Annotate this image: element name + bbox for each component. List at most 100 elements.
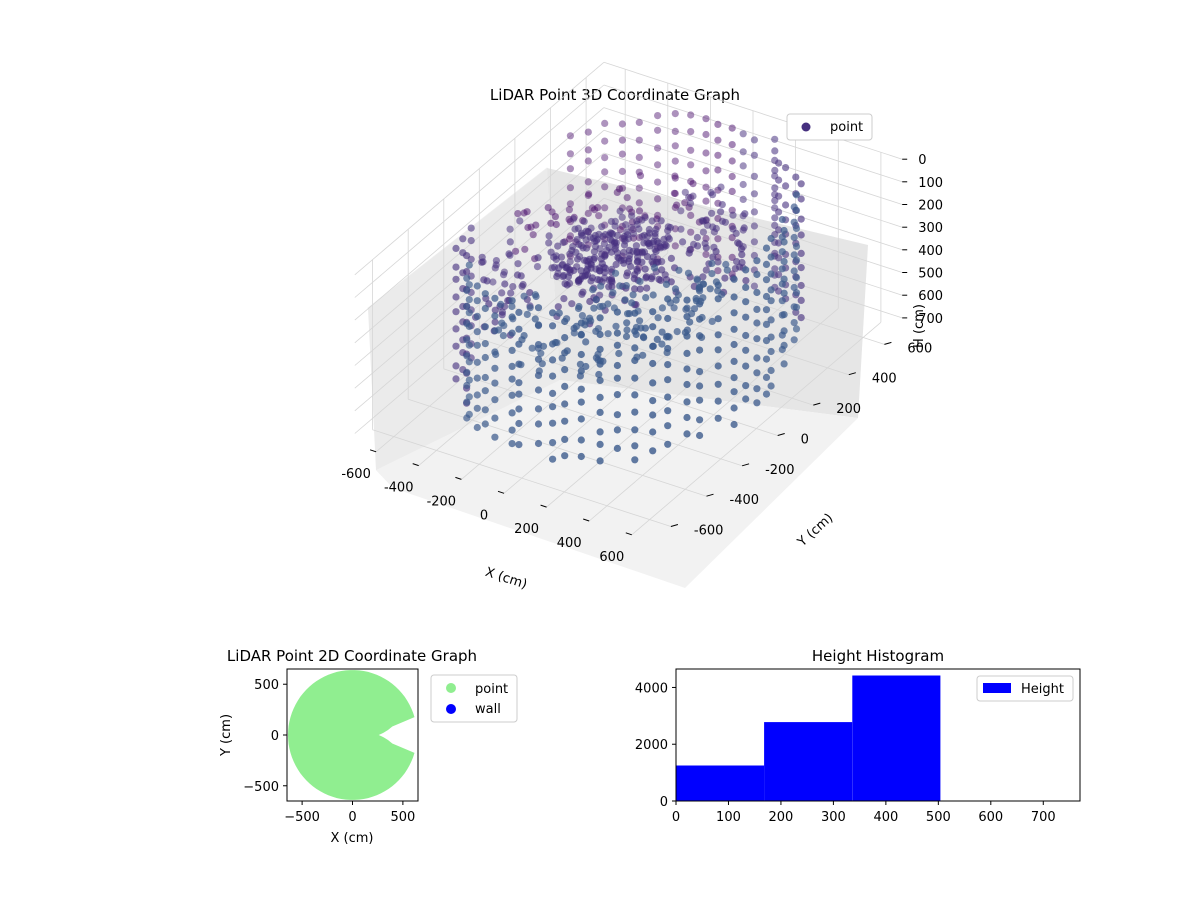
point-3d — [631, 374, 639, 382]
point-3d — [797, 231, 805, 239]
z-tick-label-3d: 100 — [918, 176, 943, 191]
y-tick-label-3d: 0 — [801, 432, 809, 447]
point-3d — [706, 285, 714, 293]
point-3d — [630, 275, 638, 283]
point-3d — [651, 264, 659, 272]
point-3d — [780, 238, 788, 246]
point-3d — [636, 285, 644, 293]
point-3d — [508, 329, 516, 337]
point-3d — [730, 340, 738, 349]
point-3d — [664, 344, 672, 353]
point-3d — [515, 419, 523, 428]
point-3d — [728, 157, 736, 165]
y-ticks-2d: −500 0 500 — [243, 678, 287, 795]
point-3d — [618, 150, 627, 158]
point-3d — [707, 188, 715, 197]
point-3d — [767, 347, 775, 356]
point-3d — [631, 327, 639, 335]
point-3d — [491, 294, 499, 302]
point-3d — [588, 274, 597, 282]
point-3d — [473, 404, 481, 412]
point-3d — [577, 350, 585, 359]
point-3d — [467, 237, 475, 245]
y-tick-mark-3d — [741, 463, 750, 467]
x-tick-label-histogram: 600 — [978, 810, 1003, 825]
point-3d — [643, 253, 652, 261]
point-3d — [595, 370, 603, 379]
point-3d — [596, 457, 604, 465]
point-3d — [730, 275, 738, 283]
point-3d — [465, 358, 473, 366]
point-3d — [728, 187, 736, 195]
point-3d — [762, 306, 771, 314]
point-3d — [561, 349, 569, 357]
point-3d — [797, 264, 805, 272]
point-3d — [633, 248, 641, 257]
point-3d — [596, 314, 604, 322]
point-3d — [740, 224, 748, 232]
point-3d — [730, 404, 738, 412]
point-3d — [702, 197, 710, 205]
legend-3d-frame — [786, 113, 873, 141]
point-3d — [561, 366, 569, 374]
point-3d — [654, 178, 662, 186]
point-3d — [782, 182, 790, 190]
point-3d — [739, 195, 747, 203]
point-3d — [684, 269, 693, 277]
point-3d — [584, 146, 592, 154]
point-3d — [520, 292, 528, 300]
point-3d — [463, 398, 471, 406]
point-3d — [491, 318, 499, 326]
point-3d — [671, 142, 679, 150]
z-tick-label-3d: 200 — [918, 199, 943, 214]
point-3d — [767, 382, 775, 390]
point-3d — [689, 180, 697, 188]
y-ticks-histogram: 0 2000 4000 — [635, 681, 676, 810]
point-3d — [714, 346, 722, 354]
point-3d — [693, 233, 702, 242]
point-3d — [696, 346, 704, 354]
point-3d — [599, 302, 607, 310]
point-3d — [632, 242, 641, 250]
point-3d — [566, 200, 575, 208]
point-3d — [612, 260, 620, 269]
point-3d — [481, 420, 489, 428]
point-3d — [683, 398, 691, 406]
point-3d — [565, 235, 574, 243]
points-3d — [452, 110, 805, 465]
point-3d — [790, 336, 798, 344]
chart-histogram: Height Histogram 0 100 200 300 400 500 600 700 … — [635, 647, 1081, 825]
point-3d — [515, 379, 523, 387]
point-3d — [662, 280, 671, 288]
point-3d — [635, 118, 643, 126]
x-tick-label-histogram: 200 — [769, 810, 794, 825]
point-3d — [702, 167, 710, 175]
point-3d — [709, 223, 717, 231]
point-3d — [635, 136, 643, 144]
point-3d — [671, 157, 679, 165]
point-3d — [534, 321, 543, 329]
point-3d — [508, 426, 516, 434]
point-3d — [666, 223, 675, 232]
point-3d — [572, 248, 580, 256]
point-3d — [717, 183, 725, 191]
point-3d — [717, 208, 725, 216]
point-3d — [596, 428, 604, 436]
point-3d — [523, 208, 531, 216]
point-3d — [767, 234, 775, 243]
point-3d — [601, 119, 609, 127]
point-3d — [633, 265, 641, 273]
point-3d — [699, 273, 707, 281]
point-3d — [516, 217, 524, 225]
point-3d — [491, 348, 499, 356]
point-3d — [566, 232, 575, 240]
point-3d — [611, 222, 619, 230]
point-3d — [532, 292, 540, 301]
point-3d — [648, 273, 656, 281]
point-3d — [649, 359, 657, 368]
point-3d — [683, 296, 691, 304]
point-3d — [518, 282, 526, 290]
point-3d — [651, 232, 659, 240]
plot-frame-histogram — [675, 668, 1081, 802]
